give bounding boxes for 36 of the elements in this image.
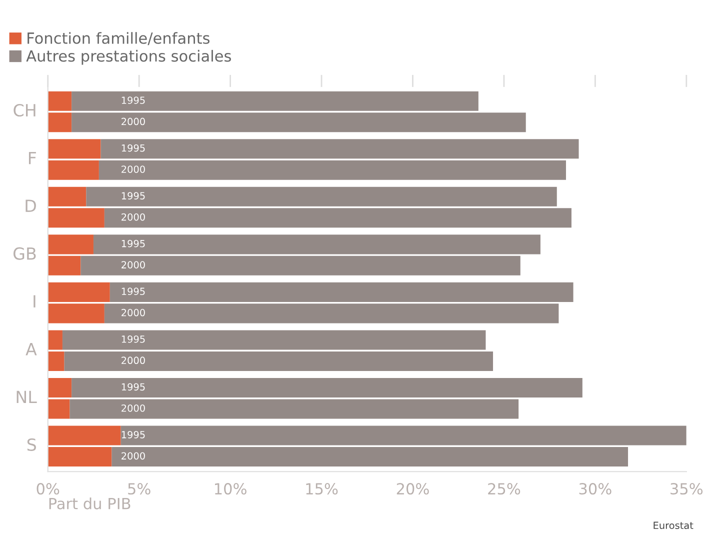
- y-tick-label: 1995: [122, 96, 145, 104]
- y-tick-label: 1995: [122, 335, 145, 343]
- x-tick-label: 30%: [579, 483, 612, 495]
- y-tick-label: 2000: [122, 213, 145, 221]
- legend-label: Fonction famille/enfants: [28, 32, 210, 46]
- text: GB: [14, 247, 36, 260]
- y-tick-label: 2000: [122, 118, 145, 126]
- x-tick-label: 10%: [215, 483, 246, 495]
- y-tick-label: 1995: [122, 240, 145, 248]
- y-tick-label: 2000: [122, 356, 145, 364]
- y-tick-label: 1995: [122, 430, 145, 438]
- y-tick-label: 2000: [122, 404, 145, 412]
- x-tick-label: 35%: [670, 483, 703, 495]
- text: D: [26, 200, 36, 212]
- text: Eurostat: [654, 522, 694, 530]
- y-tick-label: 2000: [122, 261, 145, 268]
- text: CH: [14, 104, 36, 117]
- x-tick-label: 5%: [128, 483, 150, 495]
- y-tick-label: 1995: [122, 192, 145, 200]
- y-tick-label: 2000: [122, 452, 145, 460]
- text: S: [27, 438, 36, 451]
- y-tick-label: 2000: [122, 308, 145, 316]
- x-tick-label: 0%: [36, 483, 60, 495]
- x-tick-label: 15%: [306, 483, 338, 495]
- x-axis-title: Part du PIB: [49, 498, 130, 510]
- legend-label: Autres prestations sociales: [26, 50, 231, 65]
- text: A: [26, 343, 37, 356]
- x-tick-label: 25%: [488, 483, 520, 495]
- text: I: [34, 295, 36, 308]
- y-tick-label: 1995: [122, 288, 145, 296]
- text: NL: [16, 390, 37, 403]
- text: F: [28, 152, 36, 164]
- y-tick-label: 1995: [122, 383, 145, 391]
- y-tick-label: 2000: [122, 166, 145, 173]
- x-tick-label: 20%: [396, 483, 429, 495]
- y-tick-label: 1995: [122, 144, 145, 152]
